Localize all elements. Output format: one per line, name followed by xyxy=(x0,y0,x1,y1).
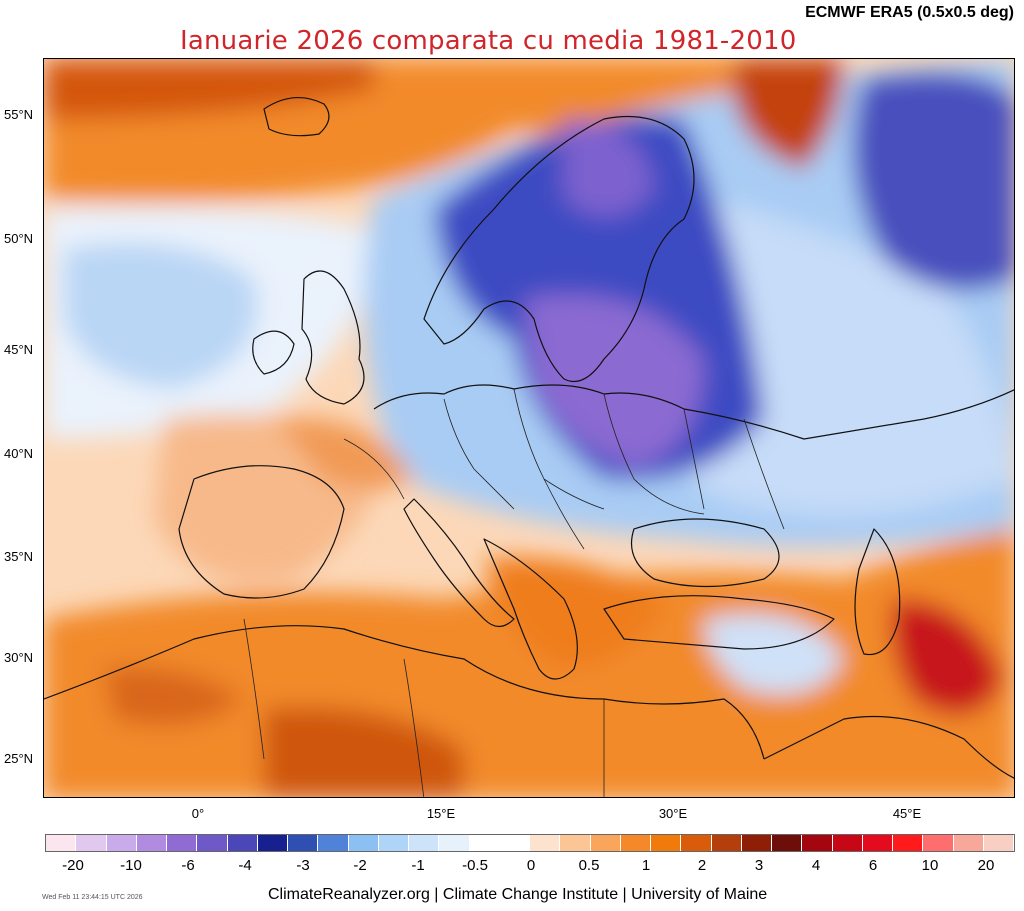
colorbar-swatch xyxy=(772,835,803,851)
colorbar-swatch xyxy=(590,835,621,851)
colorbar-swatch xyxy=(651,835,682,851)
colorbar-swatch xyxy=(832,835,863,851)
lon-label-0: 0° xyxy=(191,806,205,821)
colorbar-swatch xyxy=(46,835,77,851)
colorbar-tick-label: -0.5 xyxy=(462,857,488,874)
colorbar-tick-label: -2 xyxy=(353,857,367,874)
anomaly-map xyxy=(43,58,1015,798)
footer-credit: ClimateReanalyzer.org | Climate Change I… xyxy=(268,886,768,903)
colorbar-swatch xyxy=(136,835,167,851)
data-source-title: ECMWF ERA5 (0.5x0.5 deg) xyxy=(805,4,1014,21)
colorbar-tick-label: 0.5 xyxy=(578,857,600,874)
colorbar-swatch xyxy=(983,835,1014,851)
colorbar-swatch xyxy=(348,835,379,851)
colorbar-swatch xyxy=(923,835,954,851)
colorbar-swatch xyxy=(378,835,409,851)
colorbar-tick-label: 2 xyxy=(697,857,707,874)
colorbar-swatch xyxy=(681,835,712,851)
lat-label-40: 40°N xyxy=(4,446,34,461)
colorbar-tick-label: -1 xyxy=(411,857,425,874)
lon-label-45e: 45°E xyxy=(892,806,922,821)
country-borders xyxy=(243,388,785,797)
colorbar-tick-label: 1 xyxy=(641,857,651,874)
colorbar-tick-label: -6 xyxy=(181,857,195,874)
map-title: Ianuarie 2026 comparata cu media 1981-20… xyxy=(180,26,797,56)
lat-label-35: 35°N xyxy=(4,549,34,564)
colorbar-swatch xyxy=(530,835,561,851)
colorbar-swatch xyxy=(409,835,440,851)
colorbar-swatch xyxy=(257,835,288,851)
colorbar-tick-label: -20 xyxy=(62,857,84,874)
lat-label-25: 25°N xyxy=(4,751,34,766)
colorbar-swatch xyxy=(197,835,228,851)
colorbar-tick-label: 6 xyxy=(868,857,878,874)
colorbar-swatch xyxy=(318,835,349,851)
lat-label-50: 50°N xyxy=(4,231,34,246)
colorbar-tick-label: -4 xyxy=(238,857,252,874)
colorbar-tick-label: 10 xyxy=(921,857,939,874)
colorbar-tick-label: 20 xyxy=(977,857,995,874)
colorbar-tick-label: -3 xyxy=(296,857,310,874)
colorbar-tick-label: 4 xyxy=(811,857,821,874)
colorbar-tick-label: 0 xyxy=(526,857,536,874)
colorbar-swatch xyxy=(106,835,137,851)
colorbar-legend xyxy=(45,834,1015,852)
lat-label-45: 45°N xyxy=(4,342,34,357)
colorbar-swatch xyxy=(711,835,742,851)
lat-label-30: 30°N xyxy=(4,650,34,665)
colorbar-swatch xyxy=(893,835,924,851)
colorbar-swatch xyxy=(227,835,258,851)
colorbar-swatch xyxy=(741,835,772,851)
colorbar-swatch xyxy=(560,835,591,851)
colorbar-tick-label: 3 xyxy=(754,857,764,874)
colorbar-swatch xyxy=(499,835,530,851)
colorbar-swatch xyxy=(76,835,107,851)
colorbar-swatch xyxy=(469,835,500,851)
colorbar-swatch xyxy=(288,835,319,851)
render-timestamp: Wed Feb 11 23:44:15 UTC 2026 xyxy=(42,894,143,901)
colorbar-swatch xyxy=(620,835,651,851)
coastlines xyxy=(44,96,1014,779)
colorbar-swatch xyxy=(953,835,984,851)
colorbar-swatch xyxy=(439,835,470,851)
colorbar-tick-label: -10 xyxy=(120,857,142,874)
lon-label-30e: 30°E xyxy=(658,806,688,821)
lat-label-55: 55°N xyxy=(4,107,34,122)
lon-label-15e: 15°E xyxy=(426,806,456,821)
colorbar-swatch xyxy=(802,835,833,851)
colorbar-swatch xyxy=(862,835,893,851)
colorbar-swatch xyxy=(167,835,198,851)
